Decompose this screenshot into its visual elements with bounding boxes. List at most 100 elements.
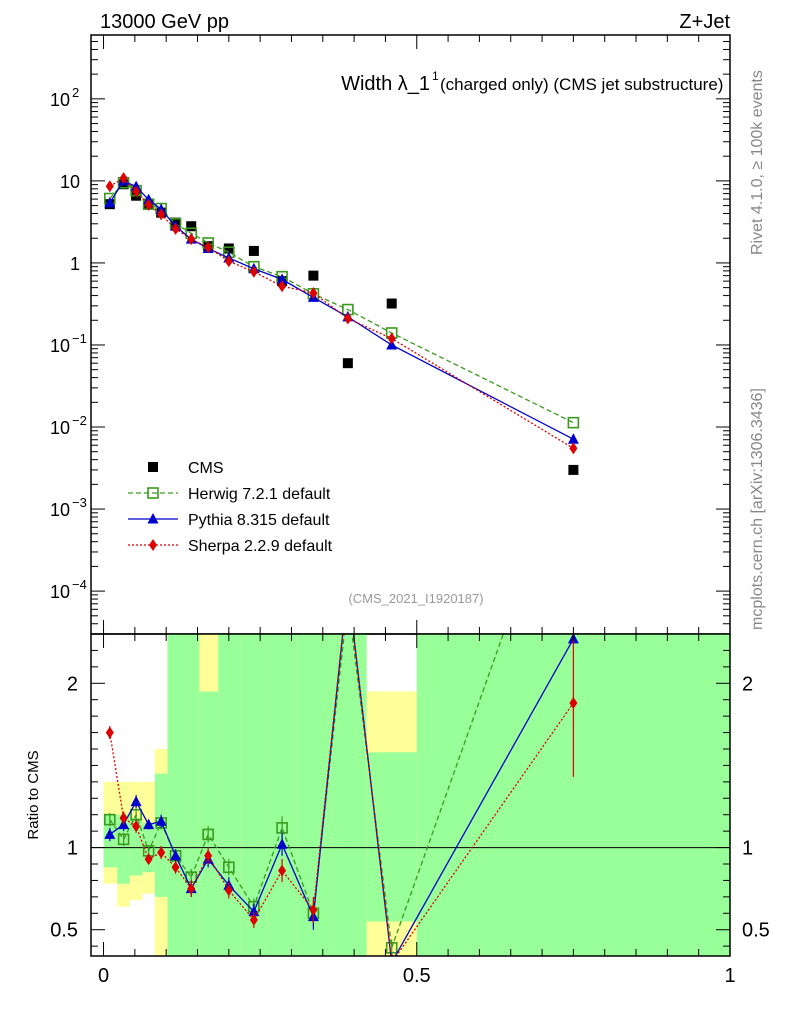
sherpa-point [187,233,196,246]
plot-title-superscript: 1 [432,69,439,83]
legend-sherpa-marker [149,539,157,551]
sherpa-ratio-point [224,884,233,897]
y-tick-label-exponent: −3 [72,495,87,510]
sherpa-point [144,198,153,211]
ratio-y-tick-label-right: 0.5 [742,920,770,942]
pythia-ratio-point [143,818,155,830]
cms-point [223,243,234,254]
y-tick-label: 10 [50,336,70,356]
header-process-label: Z+Jet [679,11,730,33]
y-tick-label-exponent: −2 [72,413,87,428]
legend-herwig-marker [147,487,159,499]
ratio-y-tick-label-right: 1 [742,838,753,860]
analysis-watermark: (CMS_2021_I1920187) [348,591,483,606]
sherpa-ratio-point [171,861,180,874]
sherpa-point [204,241,213,254]
cms-point [186,221,197,232]
stat-uncertainty-band [103,814,118,868]
pythia-point [567,433,579,444]
rivet-version-label: Rivet 4.1.0, ≥ 100k events [749,70,766,255]
sherpa-point [105,180,114,193]
sherpa-ratio-point [278,864,287,877]
stat-uncertainty-band [184,634,200,956]
sherpa-point [309,286,318,299]
sherpa-ratio-point [187,882,196,895]
y-tick-label: 10 [50,90,70,110]
x-tick-label: 0.5 [403,965,431,987]
legend-sherpa-label: Sherpa 2.2.9 default [188,538,333,555]
stat-uncertainty-band [366,752,417,922]
sherpa-ratio-point [388,957,396,969]
stat-uncertainty-band [167,634,185,956]
sherpa-line [109,177,574,449]
sherpa-point [249,265,258,278]
herwig-ratio-point [223,861,235,874]
herwig-ratio-point [202,828,214,841]
ratio-y-tick-label-left: 2 [67,673,78,695]
sherpa-ratio-point [144,853,153,866]
sherpa-point [278,280,287,293]
legend-cms-label: CMS [188,460,224,477]
pythia-ratio-point [170,849,182,861]
x-tick-label: 1 [724,965,735,987]
stat-uncertainty-band [154,773,168,897]
pythia-ratio-point [276,838,288,849]
cms-point [308,270,319,281]
stat-uncertainty-band [129,818,143,876]
ratio-y-tick-label-left: 1 [67,838,78,860]
y-tick-label: 1 [70,254,80,274]
y-tick-label: 10 [60,172,80,192]
y-tick-label-exponent: −4 [72,577,87,592]
legend-cms-marker [148,462,158,472]
pythia-ratio-point [130,795,142,807]
pythia-ratio-point [155,815,167,826]
pythia-point [276,273,288,284]
y-tick-label-exponent: 2 [72,85,79,100]
sherpa-ratio-point [105,726,114,739]
legend-pythia-marker [147,513,159,524]
pythia-point [104,196,116,208]
y-tick-label: 10 [50,418,70,438]
cms-point [342,358,353,369]
sherpa-point [132,185,141,198]
sherpa-ratio-point [119,812,128,824]
herwig-ratio-point [103,813,116,826]
plot-title-subtitle: (charged only) (CMS jet substructure) [440,75,723,94]
header-energy-label: 13000 GeV pp [100,11,229,33]
cms-point [248,245,259,256]
herwig-point [567,416,580,429]
sherpa-point [343,312,352,325]
sherpa-ratio-point [157,846,166,859]
ratio-y-axis-label: Ratio to CMS [25,750,42,839]
legend-pythia-label: Pythia 8.315 default [188,512,330,529]
cms-point [386,298,397,309]
ratio-y-tick-label-right: 2 [742,673,753,695]
plot-title: Width λ_1 [341,73,430,95]
sherpa-point [171,222,180,235]
sherpa-point [224,255,233,268]
sherpa-ratio-point [569,697,578,709]
mcplots-source-label: mcplots.cern.ch [arXiv:1306.3436] [749,388,766,630]
herwig-ratio-point [117,833,130,846]
sherpa-point [157,208,166,221]
herwig-ratio-point [385,941,398,954]
sherpa-ratio-point [132,820,141,833]
sherpa-ratio-point [344,579,352,591]
pythia-ratio-point [104,828,116,839]
x-tick-label: 0 [98,965,109,987]
stat-uncertainty-band [329,634,367,956]
legend: CMS Herwig 7.2.1 default Pythia 8.315 defa… [128,460,333,555]
cms-point [568,464,579,475]
pythia-ratio-point [248,905,260,917]
stat-uncertainty-band [218,634,242,956]
sherpa-point [119,172,128,185]
sherpa-ratio-point [309,904,318,916]
sherpa-ratio-point [204,849,213,862]
ratio-y-tick-label-left: 0.5 [50,920,78,942]
main-plot-frame [90,34,731,635]
sherpa-point [387,332,396,345]
sherpa-ratio-line [109,634,574,956]
pythia-ratio-point [342,579,353,590]
